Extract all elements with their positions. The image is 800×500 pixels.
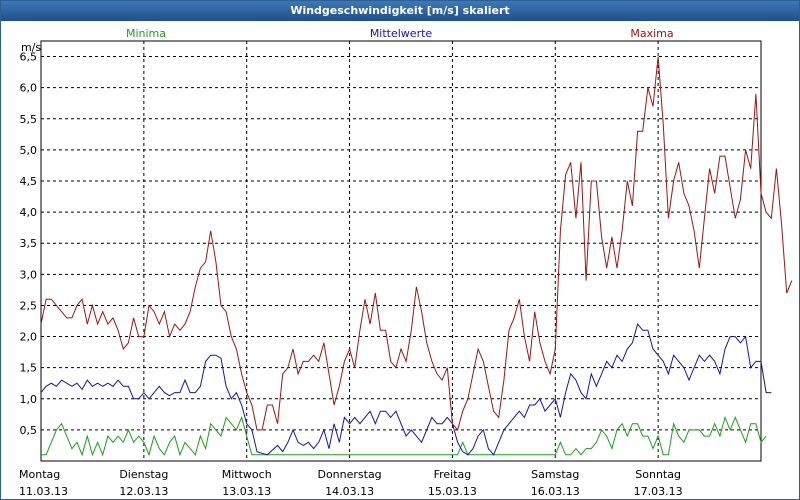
x-tick-day: Donnerstag [317,468,381,481]
y-tick-label: 1,0 [20,393,38,406]
x-tick-date: 12.03.13 [119,485,168,498]
x-tick-day: Freitag [434,468,472,481]
y-tick-label: 0,5 [20,424,38,437]
y-tick-label: 1,5 [20,362,38,375]
chart-series [40,56,793,457]
y-tick-label: 5,5 [20,113,38,126]
legend-mittelwerte: Mittelwerte [370,27,433,40]
y-tick-label: 3,0 [20,268,38,281]
x-tick-date: 14.03.13 [325,485,374,498]
window-title: Windgeschwindigkeit [m/s] skaliert [1,1,799,21]
x-tick-date: 13.03.13 [222,485,271,498]
y-tick-label: 4,5 [20,175,38,188]
x-tick-date: 17.03.13 [634,485,683,498]
x-tick-day: Sonntag [635,468,681,481]
y-tick-label: 6,5 [20,51,38,64]
legend-maxima: Maxima [630,27,673,40]
plot-area-frame [40,40,762,462]
series-line-mittelwerte [40,323,772,456]
x-tick-date: 11.03.13 [19,485,68,498]
series-line-minima [41,415,767,457]
x-tick-date: 16.03.13 [531,485,580,498]
y-tick-label: 4,0 [20,206,38,219]
x-axis-ticks: Montag 11.03.13 Dienstag 12.03.13 Mittwoch 13… [19,468,683,498]
series-line-maxima [40,56,793,431]
y-tick-label: 5,0 [20,144,38,157]
y-tick-label: 2,0 [20,331,38,344]
legend-minima: Minima [126,27,166,40]
y-axis-unit-label: m/s [21,41,41,54]
x-tick-date: 15.03.13 [428,485,477,498]
y-tick-label: 6,0 [20,82,38,95]
chart-grid [41,41,761,461]
x-tick-day: Samstag [531,468,579,481]
x-tick-day: Mittwoch [222,468,272,481]
y-tick-label: 3,5 [20,237,38,250]
y-axis-ticks: 0,5 1,0 1,5 2,0 2,5 3,0 3,5 4,0 4,5 5,0 5,5 6,0 6,5 [20,51,38,437]
y-tick-label: 2,5 [20,299,38,312]
x-tick-day: Montag [19,468,60,481]
x-tick-day: Dienstag [119,468,168,481]
